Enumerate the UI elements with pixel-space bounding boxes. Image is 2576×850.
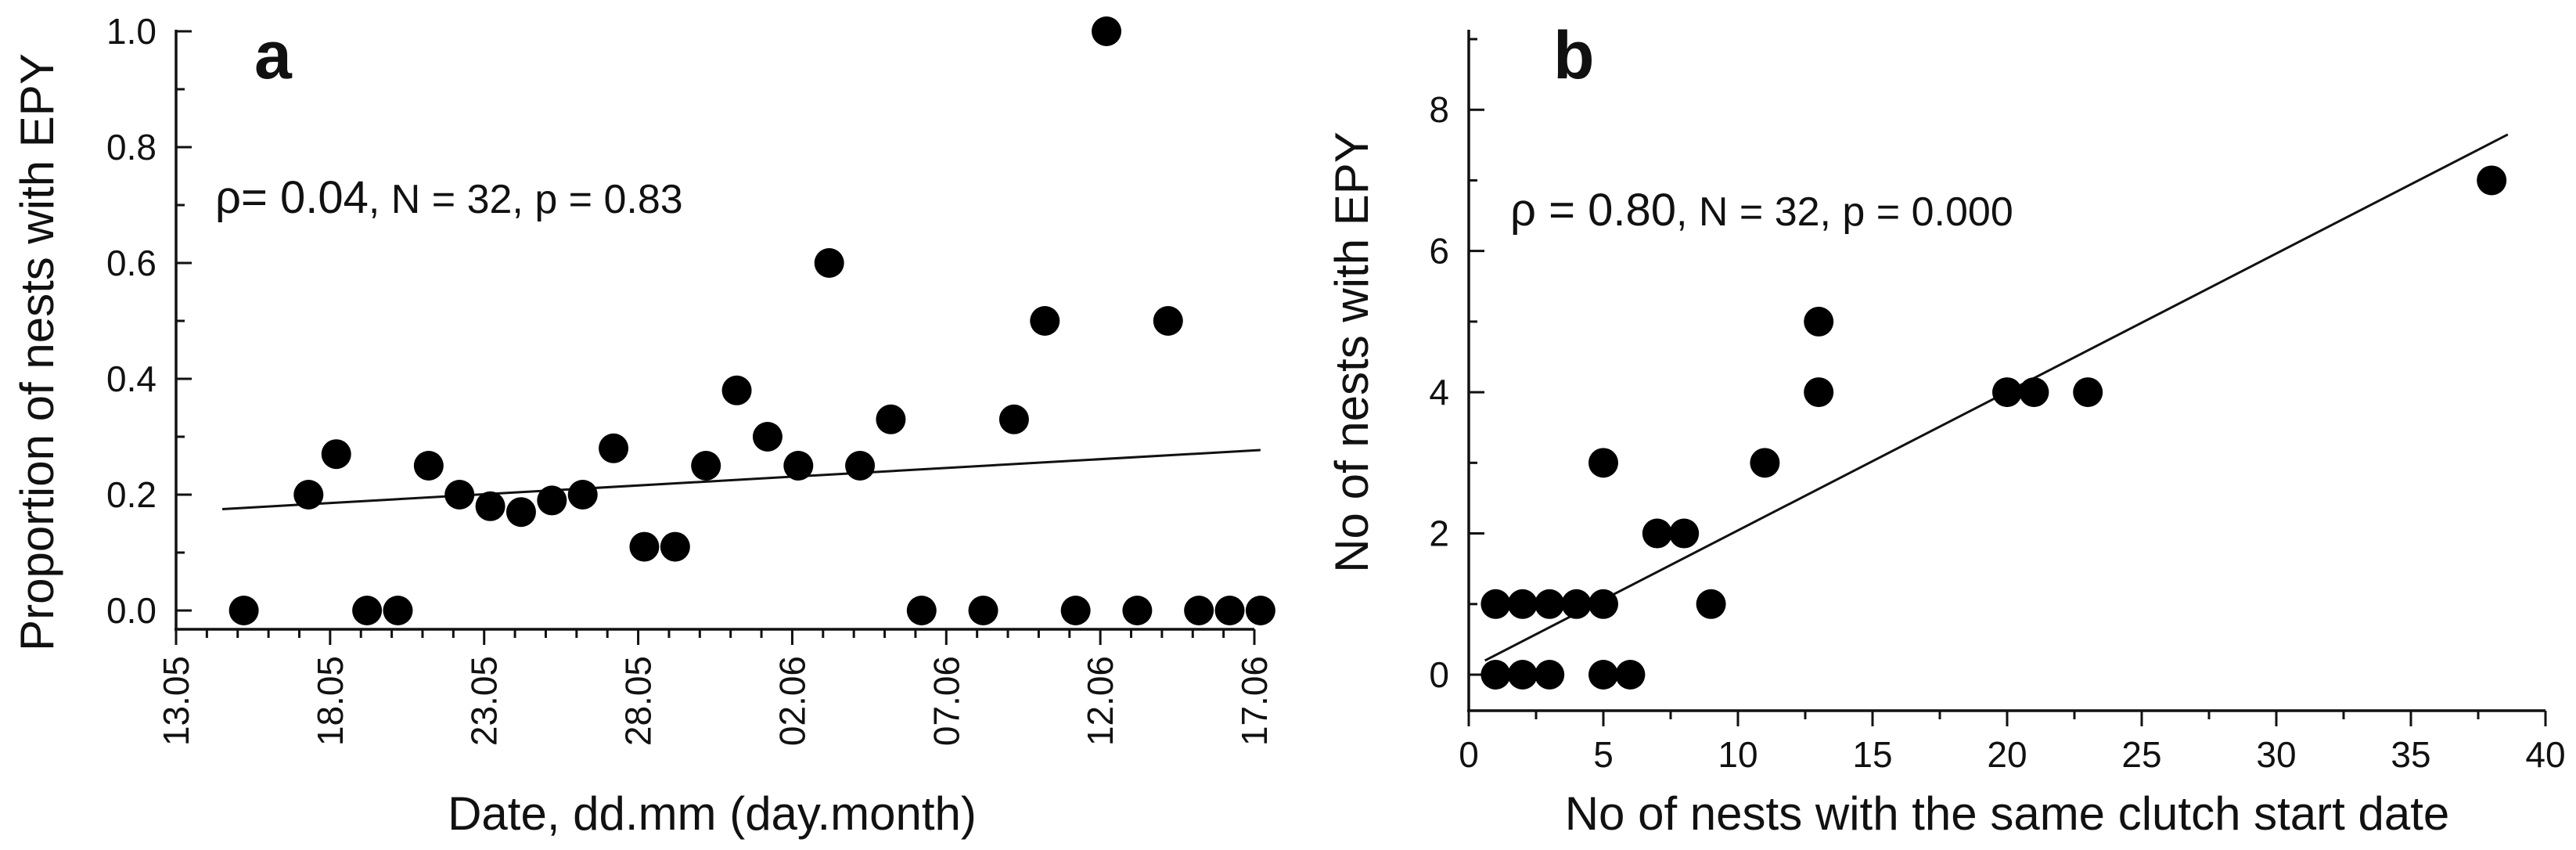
data-point [1480,589,1511,619]
data-point [383,596,413,625]
data-point [2073,377,2103,408]
data-point [1804,377,1834,408]
panel-a-rho-value: = 0.04 [241,172,369,223]
x-tick-label: 12.06 [1080,656,1121,746]
panel-a-trendline [221,448,1261,510]
data-point [783,451,814,481]
data-point [1696,589,1726,619]
data-point [1480,660,1511,690]
x-tick-label: 17.06 [1234,656,1275,746]
data-point [599,433,629,463]
x-tick-label: 15 [1852,734,1892,775]
data-point [1750,448,1780,478]
panel-b-y-label: No of nests with EPY [1326,131,1378,573]
y-tick-label: 0 [1429,654,1449,695]
panel-b-rho-value: = 0.80 [1536,185,1676,236]
x-tick-label: 18.05 [310,656,351,746]
panel-b: b ρ = 0.80, N = 32, p = 0.000 0 2 4 6 8 0 5 10… [1326,18,2566,840]
data-point [1992,377,2022,408]
data-point [1588,589,1618,619]
data-point [906,596,937,625]
y-tick-label: 6 [1429,231,1449,272]
data-point [567,480,598,510]
panel-b-annotation: ρ = 0.80, N = 32, p = 0.000 [1510,185,2013,236]
x-tick-label: 10 [1718,734,1758,775]
x-tick-label: 07.06 [926,656,966,746]
data-point [721,375,752,405]
data-point [1804,306,1834,337]
data-point [998,404,1029,434]
data-point [814,248,844,278]
y-tick-label: 4 [1429,372,1449,412]
data-point [1214,596,1245,625]
y-tick-label: 8 [1429,89,1449,130]
data-point [1534,589,1565,619]
panel-a-y-label: Proportion of nests with EPY [11,53,63,651]
data-point [1642,518,1672,549]
y-tick-label: 0.4 [106,358,157,399]
data-point [1060,596,1091,625]
data-point [228,596,259,625]
data-point [537,485,567,516]
data-point [1588,448,1618,478]
data-point [1669,518,1700,549]
x-tick-label: 0 [1459,734,1479,775]
data-point [505,497,536,528]
panel-b-label: b [1553,18,1595,93]
data-point [321,439,351,470]
data-point [660,531,690,562]
data-point [1030,306,1060,336]
panel-a-annotation: ρ= 0.04, N = 32, p = 0.83 [215,172,683,223]
panel-a-label: a [254,18,293,93]
data-point [876,404,906,434]
x-tick-label: 35 [2391,734,2430,775]
data-point [1092,16,1122,46]
data-point [1507,660,1538,690]
data-point [968,596,998,625]
data-point [1561,589,1592,619]
data-point [444,480,475,510]
panel-a-x-label: Date, dd.mm (day.month) [448,787,977,840]
y-tick-label: 1.0 [106,11,157,52]
data-point [352,596,383,625]
y-tick-label: 0.0 [106,590,157,631]
panel-a-stats: , N = 32, p = 0.83 [369,177,683,222]
x-tick-label: 5 [1593,734,1614,775]
data-point [691,451,721,481]
data-point [1588,660,1618,690]
x-tick-label: 28.05 [618,656,659,746]
y-tick-label: 2 [1429,513,1449,554]
data-point [1507,589,1538,619]
data-point [2477,165,2507,196]
x-tick-label: 13.05 [156,656,196,746]
data-point [1184,596,1214,625]
x-tick-label: 25 [2121,734,2161,775]
data-point [1122,596,1153,625]
x-tick-label: 20 [1987,734,2027,775]
x-tick-label: 23.05 [464,656,505,746]
y-tick-label: 0.2 [106,474,157,515]
data-point [1615,660,1646,690]
data-point [2019,377,2049,408]
panel-a: a ρ= 0.04, N = 32, p = 0.83 0.0 0.2 0.4 0.6… [11,11,1275,840]
panel-b-rho-symbol: ρ [1510,185,1536,236]
y-tick-label: 0.6 [106,243,157,283]
data-point [629,531,660,562]
data-point [293,480,324,510]
data-point [1534,660,1565,690]
data-point [475,491,505,521]
data-point [413,451,444,481]
panel-b-stats: , N = 32, p = 0.000 [1676,189,2013,235]
data-point [845,451,876,481]
x-tick-label: 02.06 [772,656,812,746]
data-point [1153,306,1183,336]
data-point [1245,596,1275,625]
x-tick-label: 30 [2256,734,2296,775]
y-tick-label: 0.8 [106,127,157,167]
panel-a-rho-symbol: ρ [215,172,241,223]
data-point [752,422,783,452]
x-tick-label: 40 [2525,734,2565,775]
panel-b-x-label: No of nests with the same clutch start d… [1565,787,2450,840]
